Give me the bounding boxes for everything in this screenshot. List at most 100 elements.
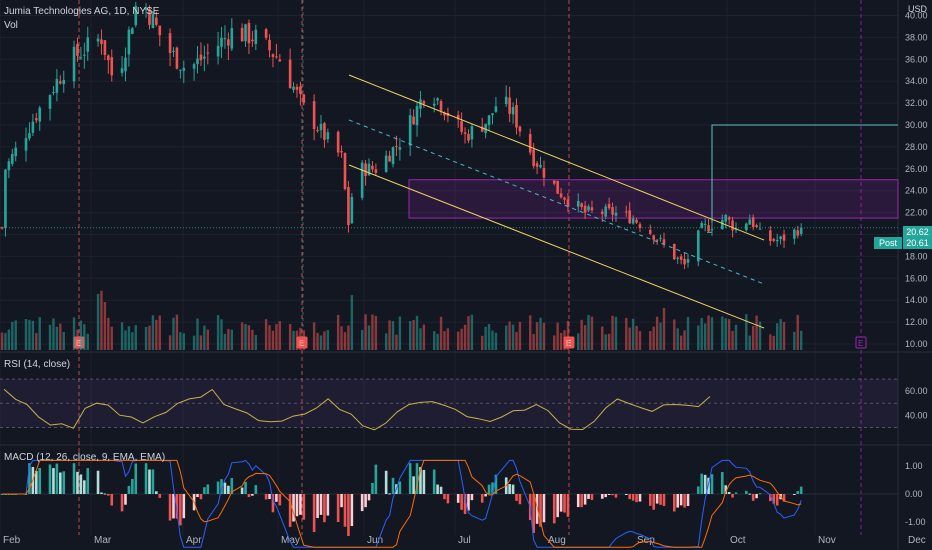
macd-histogram-bar xyxy=(559,494,563,512)
candle-body xyxy=(251,39,254,42)
macd-histogram-bar xyxy=(511,484,515,494)
volume-bar xyxy=(110,326,113,350)
post-label: Post xyxy=(874,237,902,249)
volume-bar xyxy=(48,324,52,350)
macd-histogram-bar xyxy=(230,478,234,494)
candle-body xyxy=(227,39,230,46)
candle-body xyxy=(86,37,90,52)
macd-histogram-bar xyxy=(384,470,388,494)
candle-body xyxy=(686,259,690,263)
candle-body xyxy=(131,28,134,34)
candle-body xyxy=(223,38,227,40)
candle-body xyxy=(566,199,570,206)
candle-body xyxy=(278,59,282,62)
macd-histogram-bar xyxy=(216,481,220,494)
candle-body xyxy=(470,126,474,140)
candle-body xyxy=(679,256,683,260)
volume-bar xyxy=(676,328,679,350)
macd-histogram-bar xyxy=(648,494,652,506)
price-axis-tick: 38.00 xyxy=(905,32,928,42)
candle-body xyxy=(55,79,59,93)
macd-histogram-bar xyxy=(110,494,114,506)
channel-upper xyxy=(348,74,765,241)
macd-histogram-bar xyxy=(443,494,446,500)
candle-body xyxy=(134,5,138,26)
volume-bar xyxy=(62,331,65,350)
candle-body xyxy=(480,126,484,132)
price-axis-tick: 26.00 xyxy=(905,164,928,174)
candle-body xyxy=(343,153,347,190)
volume-bar xyxy=(703,323,707,350)
macd-histogram-bar xyxy=(48,464,52,494)
macd-histogram-bar xyxy=(251,494,254,496)
candle-body xyxy=(508,97,511,114)
volume-bar xyxy=(371,314,374,350)
candle-body xyxy=(515,105,518,128)
candle-body xyxy=(755,225,758,228)
candle-body xyxy=(611,207,614,215)
candle-body xyxy=(710,229,714,231)
candle-body xyxy=(556,180,559,194)
candle-body xyxy=(576,200,580,207)
volume-bar xyxy=(316,332,319,350)
volume-bar xyxy=(312,322,316,350)
volume-bar xyxy=(299,327,302,350)
macd-histogram-bar xyxy=(484,494,487,497)
candle-body xyxy=(408,115,412,146)
candle-body xyxy=(271,54,275,57)
macd-histogram-bar xyxy=(206,484,210,494)
candle-body xyxy=(7,161,11,171)
macd-histogram-bar xyxy=(127,485,131,494)
channel-midline xyxy=(348,119,765,285)
macd-histogram-bar xyxy=(302,494,306,520)
time-axis-tick: Feb xyxy=(3,535,21,546)
candle-body xyxy=(487,115,491,126)
volume-bar xyxy=(659,322,662,350)
volume-bar xyxy=(374,315,378,350)
macd-histogram-bar xyxy=(535,494,539,524)
volume-bar xyxy=(758,321,762,350)
volume-bar xyxy=(367,325,371,350)
macd-histogram-bar xyxy=(254,485,258,494)
candle-body xyxy=(76,43,79,56)
macd-histogram-bar xyxy=(103,493,107,495)
macd-histogram-bar xyxy=(175,494,179,519)
chart-title: Jumia Technologies AG, 1D, NYSE xyxy=(4,6,160,17)
candle-body xyxy=(124,57,127,72)
candle-body xyxy=(542,167,546,178)
macd-histogram-bar xyxy=(151,469,155,494)
macd-histogram-bar xyxy=(556,494,559,518)
macd-histogram-bar xyxy=(652,494,655,510)
candle-body xyxy=(782,234,786,241)
volume-bar xyxy=(343,332,347,350)
macd-axis-tick: -1.00 xyxy=(905,517,926,527)
volume-bar xyxy=(439,316,443,350)
macd-histogram-bar xyxy=(532,494,535,533)
volume-bar xyxy=(230,329,234,350)
macd-histogram-bar xyxy=(583,494,587,505)
macd-histogram-bar xyxy=(323,494,326,523)
macd-histogram-bar xyxy=(107,494,110,496)
volume-bar xyxy=(751,325,755,350)
volume-bar xyxy=(494,332,498,350)
volume-bar xyxy=(196,318,199,350)
candle-body xyxy=(367,163,371,176)
volume-bar xyxy=(652,326,655,350)
macd-histogram-bar xyxy=(316,494,319,519)
price-axis-tick: 32.00 xyxy=(905,98,928,108)
resistance-zone xyxy=(408,179,899,219)
macd-histogram-bar xyxy=(696,486,700,494)
volume-bar xyxy=(31,320,35,350)
candle-body xyxy=(721,220,724,230)
price-axis-tick: 22.00 xyxy=(905,208,928,218)
macd-histogram-bar xyxy=(566,494,570,517)
volume-bar xyxy=(422,324,426,350)
volume-bar xyxy=(755,315,758,350)
macd-histogram-bar xyxy=(793,494,796,495)
volume-bar xyxy=(395,334,398,350)
macd-histogram-bar xyxy=(131,478,134,494)
volume-bar xyxy=(158,315,161,350)
candle-body xyxy=(230,28,234,49)
macd-histogram-bar xyxy=(436,484,439,494)
